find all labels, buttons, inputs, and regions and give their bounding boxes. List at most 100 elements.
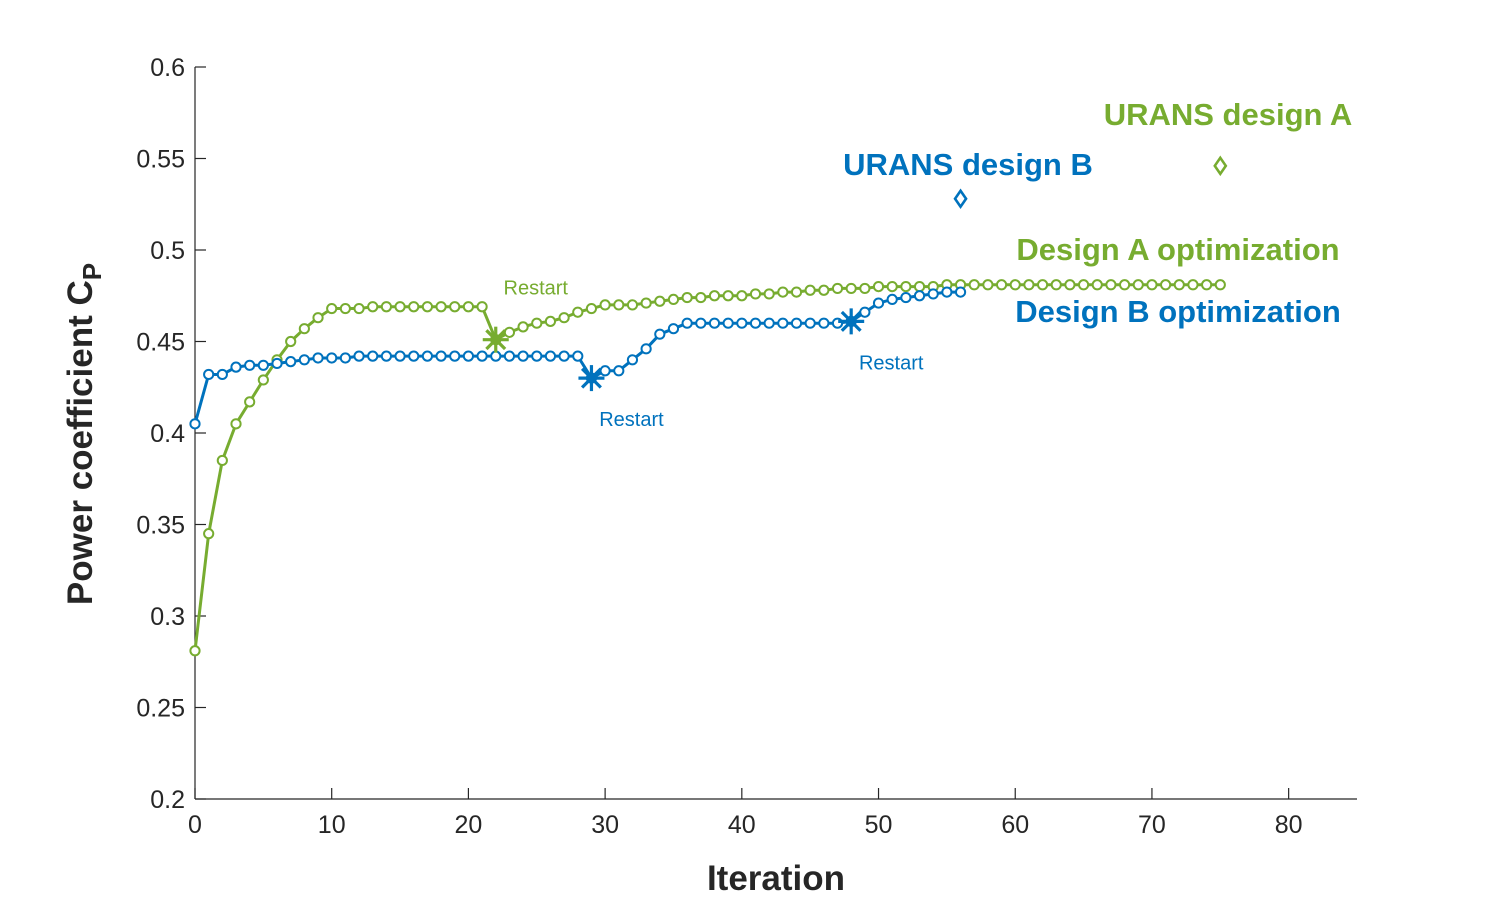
data-point-designB [599, 365, 611, 377]
series-designA [189, 279, 1226, 657]
data-point-designB [339, 352, 351, 364]
data-point-designA [1160, 279, 1172, 291]
data-point-designA [1050, 279, 1062, 291]
data-point-designA [380, 301, 392, 313]
y-tick-label: 0.2 [150, 786, 185, 814]
data-point-designA [1009, 279, 1021, 291]
data-point-designB [654, 328, 666, 340]
data-point-designB [435, 350, 447, 362]
data-point-designA [722, 290, 734, 302]
data-point-designB [763, 317, 775, 329]
data-point-designA [353, 302, 365, 315]
series-line-designA [193, 283, 1221, 651]
data-point-designA [859, 282, 871, 295]
data-point-designB [421, 350, 433, 362]
data-point-designA [749, 288, 762, 300]
data-point-designA [367, 301, 379, 313]
data-point-designA [257, 374, 269, 386]
y-tick-label: 0.45 [136, 329, 185, 357]
data-point-designB [230, 361, 242, 373]
data-point-designB [271, 357, 283, 370]
data-point-designA [1119, 279, 1131, 291]
data-point-designB [298, 354, 310, 366]
urans-design-a-label: URANS design A [1104, 97, 1353, 132]
data-point-designA [818, 284, 830, 296]
data-point-designB [859, 306, 871, 318]
data-point-designA [900, 281, 912, 293]
data-point-designA [708, 290, 721, 302]
data-point-designA [285, 335, 297, 348]
data-point-designB [558, 350, 570, 362]
restart-label: Restart [599, 409, 664, 431]
data-point-designA [503, 326, 516, 338]
data-point-designB [572, 350, 584, 362]
data-point-designB [312, 352, 324, 364]
x-tick-label: 20 [455, 811, 483, 839]
data-point-designB [613, 365, 625, 377]
data-point-designA [1105, 279, 1117, 291]
data-point-designA [1214, 279, 1226, 291]
x-tick-label: 50 [865, 811, 893, 839]
data-point-designA [872, 281, 885, 293]
data-point-designB [708, 317, 721, 329]
data-point-designA [572, 306, 584, 318]
axes-layer: 0 10 20 30 40 50 60 70 80 0.2 0.25 0.3 0.35 0.4 0.45 0.… [136, 54, 1357, 839]
data-point-designA [626, 299, 639, 311]
data-point-designA [982, 279, 994, 291]
data-point-designA [544, 315, 557, 327]
x-tick-label: 60 [1001, 811, 1029, 839]
data-point-designA [1036, 279, 1049, 291]
data-point-designB [476, 350, 488, 362]
x-tick-label: 0 [188, 811, 202, 839]
data-point-designA [1146, 279, 1158, 291]
data-point-designB [462, 350, 475, 362]
data-point-designB [722, 317, 734, 329]
data-point-designB [203, 368, 215, 381]
data-point-designB [790, 317, 803, 329]
data-point-designB [941, 286, 953, 298]
data-point-designB [927, 288, 939, 300]
data-point-designB [531, 350, 543, 362]
data-point-designB [886, 293, 898, 306]
data-point-designA [298, 323, 310, 335]
data-point-designB [667, 323, 680, 335]
data-point-designA [1173, 279, 1185, 291]
data-point-designA [886, 281, 898, 293]
data-point-designA [339, 302, 351, 315]
data-point-designA [804, 284, 816, 296]
y-tick-label: 0.5 [150, 237, 185, 265]
x-axis-title: Iteration [707, 859, 845, 898]
y-tick-label: 0.55 [136, 146, 185, 174]
data-point-designA [968, 279, 980, 291]
data-point-designA [1201, 279, 1213, 291]
data-point-designB [872, 297, 885, 309]
data-point-designA [476, 301, 488, 313]
x-tick-label: 30 [591, 811, 619, 839]
data-point-designA [777, 286, 789, 298]
data-point-designA [1023, 279, 1035, 291]
data-point-designB [449, 350, 461, 362]
design-a-optimization-label: Design A optimization [1016, 232, 1339, 267]
data-point-designB [544, 350, 557, 362]
y-axis-title: Power coefficient CP [61, 263, 107, 605]
data-point-designA [695, 291, 707, 304]
data-point-designA [435, 301, 447, 313]
restart-label: Restart [504, 278, 569, 300]
restart-label: Restart [859, 352, 924, 374]
data-point-designB [626, 354, 639, 366]
data-point-designA [585, 302, 598, 315]
data-point-designA [531, 317, 543, 329]
urans-design-b-label: URANS design B [843, 147, 1093, 182]
y-tick-label: 0.3 [150, 603, 185, 631]
data-point-designA [203, 528, 215, 540]
series-layer [189, 279, 1226, 657]
data-point-designA [1132, 279, 1144, 291]
x-tick-label: 10 [318, 811, 346, 839]
data-point-designB [394, 350, 406, 362]
data-point-designA [189, 645, 201, 657]
data-point-designB [804, 317, 816, 329]
data-point-designB [954, 286, 967, 298]
x-tick-label: 80 [1275, 811, 1303, 839]
data-point-designA [667, 293, 680, 306]
data-point-designA [394, 301, 406, 313]
